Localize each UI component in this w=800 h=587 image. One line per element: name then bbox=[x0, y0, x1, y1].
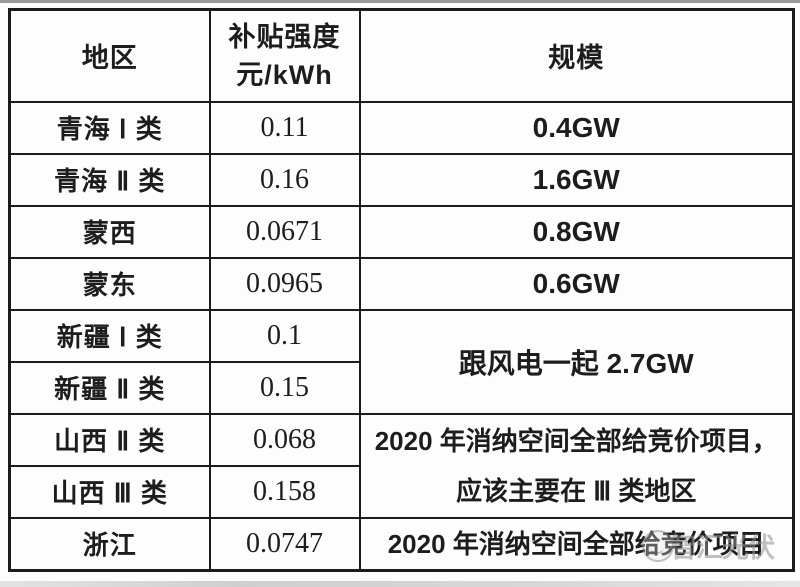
subsidy-cell: 0.0747 bbox=[208, 516, 361, 571]
subsidy-table: 地区 补贴强度 元/kWh 规模 青海 Ⅰ 类 0.11 0.4GW 青海 Ⅱ … bbox=[8, 8, 795, 572]
region-cell: 蒙东 bbox=[8, 256, 211, 311]
subsidy-cell: 0.0965 bbox=[208, 256, 361, 311]
subsidy-cell: 0.158 bbox=[208, 464, 361, 519]
subsidy-cell: 0.068 bbox=[208, 412, 361, 467]
region-cell: 浙江 bbox=[8, 516, 211, 571]
region-cell: 青海 Ⅱ 类 bbox=[8, 152, 211, 207]
bottom-edge-strip bbox=[0, 581, 800, 587]
top-edge-strip bbox=[0, 0, 800, 3]
col-header-subsidy-line1: 补贴强度 bbox=[228, 21, 341, 52]
subsidy-cell: 0.0671 bbox=[208, 204, 361, 259]
header-row: 地区 补贴强度 元/kWh 规模 bbox=[8, 8, 795, 103]
table-row-mengxi: 蒙西 0.0671 0.8GW bbox=[8, 204, 795, 259]
region-cell: 青海 Ⅰ 类 bbox=[8, 100, 211, 155]
subsidy-cell: 0.1 bbox=[208, 308, 361, 363]
subsidy-cell: 0.15 bbox=[208, 360, 361, 415]
region-cell: 山西 Ⅱ 类 bbox=[8, 412, 211, 467]
table-row-zhejiang: 浙江 0.0747 2020 年消纳空间全部给竞价项目 bbox=[8, 516, 795, 571]
table-row-mengdong: 蒙东 0.0965 0.6GW bbox=[8, 256, 795, 311]
table-row-shanxi2: 山西 Ⅱ 类 0.068 2020 年消纳空间全部给竞价项目，应该主要在 Ⅲ 类… bbox=[8, 412, 795, 519]
scale-cell: 0.4GW bbox=[358, 100, 795, 155]
subsidy-cell: 0.16 bbox=[208, 152, 361, 207]
col-header-subsidy-line2: 元/kWh bbox=[236, 59, 333, 90]
table-row-qinghai2: 青海 Ⅱ 类 0.16 1.6GW bbox=[8, 152, 795, 207]
scale-cell: 0.8GW bbox=[358, 204, 795, 259]
table-row-xinjiang1: 新疆 Ⅰ 类 0.1 跟风电一起 2.7GW bbox=[8, 308, 795, 415]
scale-cell: 2020 年消纳空间全部给竞价项目 bbox=[358, 516, 795, 571]
region-cell: 蒙西 bbox=[8, 204, 211, 259]
scale-cell: 1.6GW bbox=[358, 152, 795, 207]
region-cell: 新疆 Ⅱ 类 bbox=[8, 360, 211, 415]
table-row-shanxi3: 山西 Ⅲ 类 0.158 bbox=[8, 464, 794, 519]
table-row-xinjiang2: 新疆 Ⅱ 类 0.15 bbox=[8, 360, 794, 415]
region-cell: 新疆 Ⅰ 类 bbox=[8, 308, 211, 363]
subsidy-cell: 0.11 bbox=[208, 100, 361, 155]
col-header-subsidy: 补贴强度 元/kWh bbox=[208, 8, 361, 103]
scale-cell-merged-xinjiang: 跟风电一起 2.7GW bbox=[358, 308, 795, 415]
scale-cell-merged-shanxi: 2020 年消纳空间全部给竞价项目，应该主要在 Ⅲ 类地区 bbox=[358, 412, 795, 519]
region-cell: 山西 Ⅲ 类 bbox=[8, 464, 211, 519]
col-header-region: 地区 bbox=[8, 8, 211, 103]
scale-cell: 0.6GW bbox=[358, 256, 795, 311]
col-header-scale: 规模 bbox=[358, 8, 795, 103]
table-row-qinghai1: 青海 Ⅰ 类 0.11 0.4GW bbox=[8, 100, 795, 155]
